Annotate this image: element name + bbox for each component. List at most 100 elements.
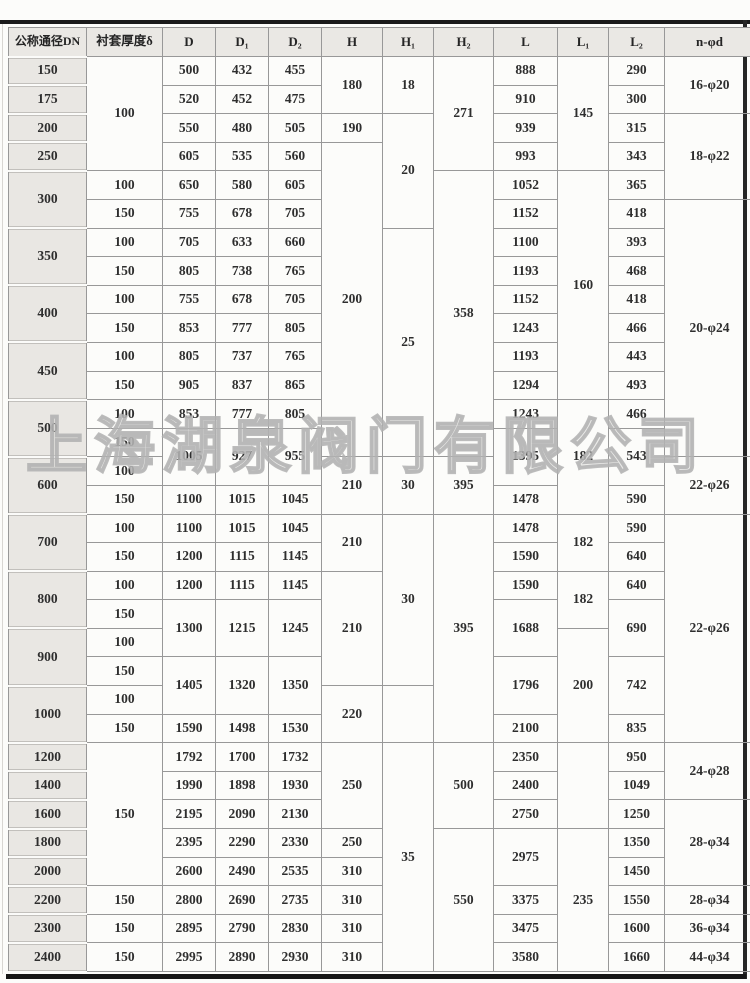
- cell-dn-row10: 450: [8, 341, 87, 401]
- cell-l-row4: 1052: [493, 170, 558, 200]
- valve-dimension-table: 公称通径DN 衬套厚度δ D D₁ D₂ H H₁ H₂ L L₁ L₂ n-φd 150 100 500…: [8, 27, 750, 973]
- cell-d-row17: 1200: [162, 542, 216, 572]
- cell-h-row29: 310: [321, 885, 383, 915]
- cell-l2-row17: 640: [608, 542, 665, 572]
- cell-d2-row31: 2930: [268, 942, 322, 972]
- cell-h2-row0: 271: [433, 55, 494, 172]
- cell-nphid-row5: 20-φ24: [664, 198, 750, 458]
- cell-d2-row4: 605: [268, 170, 322, 200]
- cell-h-row22: 220: [321, 685, 383, 744]
- cell-l-row24: 2350: [493, 742, 558, 772]
- cell-dn-row6: 350: [8, 227, 87, 287]
- cell-h1-row6: 25: [382, 227, 434, 458]
- cell-l-row17: 1590: [493, 542, 558, 572]
- cell-nphid-row30: 36-φ34: [664, 913, 750, 944]
- cell-delta-row0: 100: [86, 55, 163, 172]
- cell-l-row18: 1590: [493, 570, 558, 601]
- cell-l2-row31: 1660: [608, 942, 665, 972]
- cell-d2-row9: 805: [268, 313, 322, 343]
- cell-h1-row22: [382, 685, 434, 744]
- cell-d-row18: 1200: [162, 570, 216, 601]
- cell-h2-row16: 395: [433, 513, 494, 744]
- cell-delta-row4: 100: [86, 170, 163, 200]
- cell-l-row11: 1294: [493, 370, 558, 401]
- cell-l2-row11: 493: [608, 370, 665, 401]
- table-row-25: 1400 1990 1898 1930 2400 1049: [8, 770, 750, 801]
- cell-l-row15: 1478: [493, 484, 558, 515]
- cell-l-row2: 939: [493, 113, 558, 143]
- cell-l2-row19: 690: [608, 599, 665, 658]
- cell-d-row25: 1990: [162, 770, 216, 801]
- cell-d2-row15: 1045: [268, 484, 322, 515]
- table-row-22: 1000 100 220: [8, 684, 750, 744]
- table-row-16: 700 100 1100 1015 1045 210 30 395 1478 182 590 22-φ…: [8, 512, 750, 744]
- table-body: 150 100 500 432 455 180 18 271 888 145 290 16-φ20 17…: [8, 55, 750, 973]
- cell-d1-row12: 777: [215, 399, 269, 429]
- cell-d2-row0: 455: [268, 56, 322, 86]
- cell-d-row10: 805: [162, 341, 216, 372]
- cell-l-row25: 2400: [493, 770, 558, 801]
- cell-delta-row17: 150: [86, 542, 163, 572]
- cell-l-row27: 2975: [493, 828, 558, 887]
- cell-d1-row11: 837: [215, 370, 269, 401]
- col-header-h1: H₁: [382, 27, 434, 57]
- cell-d1-row9: 777: [215, 313, 269, 343]
- cell-d1-row27: 2290: [215, 828, 269, 858]
- table-row-9: 150 853 777 805 1243 466: [9, 313, 750, 343]
- cell-dn-row30: 2300: [8, 913, 87, 944]
- cell-d1-row26: 2090: [215, 799, 269, 830]
- cell-nphid-row0: 16-φ20: [664, 55, 750, 115]
- cell-l-row12: 1243: [493, 399, 558, 429]
- cell-d-row4: 650: [162, 170, 216, 200]
- cell-d-row16: 1100: [162, 513, 216, 544]
- cell-d1-row18: 1115: [215, 570, 269, 601]
- cell-l-row29: 3375: [493, 885, 558, 915]
- cell-h-row16: 210: [321, 513, 383, 572]
- cell-dn-row26: 1600: [8, 798, 87, 830]
- cell-d-row23: 1590: [162, 713, 216, 744]
- cell-dn-row18: 800: [8, 570, 87, 630]
- table-header: 公称通径DN 衬套厚度δ D D₁ D₂ H H₁ H₂ L L₁ L₂ n-φd: [8, 27, 750, 57]
- cell-delta-row30: 150: [86, 913, 163, 944]
- cell-d1-row4: 580: [215, 170, 269, 200]
- table-row-14: 600 100 210 30 395 22-φ26: [8, 455, 750, 516]
- cell-d-row9: 853: [162, 313, 216, 343]
- table-row-7: 150 805 738 765 1193 468: [9, 256, 750, 286]
- cell-delta-row9: 150: [86, 313, 163, 343]
- col-header-l: L: [493, 27, 558, 57]
- cell-h-row30: 310: [321, 913, 383, 944]
- cell-l1-row0: 145: [557, 55, 609, 172]
- cell-l1-row24: [557, 742, 609, 830]
- table-row-28: 2000 2600 2490 2535 310 1450: [8, 856, 750, 887]
- cell-delta-row11: 150: [86, 370, 163, 401]
- cell-delta-row22: 100: [86, 685, 163, 715]
- cell-l-row31: 3580: [493, 942, 558, 972]
- cell-dn-row20: 900: [8, 627, 87, 687]
- cell-delta-row31: 150: [86, 942, 163, 972]
- cell-dn-row3: 250: [8, 141, 87, 172]
- cell-d1-row31: 2890: [215, 942, 269, 972]
- cell-nphid-row14: 22-φ26: [664, 456, 750, 515]
- cell-d-row31: 2995: [162, 942, 216, 972]
- cell-delta-row18: 100: [86, 570, 163, 601]
- col-header-h: H: [321, 27, 383, 57]
- table-row-17: 150 1200 1115 1145 1590 640: [9, 542, 750, 572]
- cell-nphid-row31: 44-φ34: [664, 942, 750, 972]
- cell-nphid-row24: 24-φ28: [664, 742, 750, 801]
- cell-d1-row15: 1015: [215, 484, 269, 515]
- cell-d1-row29: 2690: [215, 885, 269, 915]
- table-row-24: 1200 150 1792 1700 1732 250 35 500 2350 950 24-φ28: [8, 741, 750, 972]
- cell-l2-row7: 468: [608, 256, 665, 286]
- cell-d1-row23: 1498: [215, 713, 269, 744]
- cell-h-row2: 190: [321, 113, 383, 143]
- cell-l2-row2: 315: [608, 113, 665, 143]
- cell-d2-row8: 705: [268, 284, 322, 315]
- cell-l2-row26: 1250: [608, 799, 665, 830]
- cell-d2-row30: 2830: [268, 913, 322, 944]
- cell-l2-row28: 1450: [608, 856, 665, 887]
- cell-h1-row2: 20: [382, 113, 434, 229]
- cell-d1-row0: 432: [215, 56, 269, 86]
- cell-d2-row16: 1045: [268, 513, 322, 544]
- cell-h2-row27: 550: [433, 828, 494, 972]
- cell-l-row7: 1193: [493, 256, 558, 286]
